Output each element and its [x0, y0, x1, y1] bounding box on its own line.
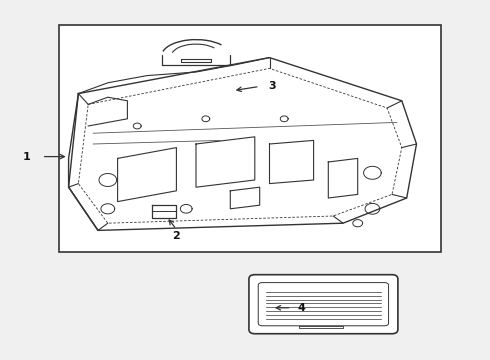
FancyBboxPatch shape	[59, 25, 441, 252]
Text: 1: 1	[23, 152, 31, 162]
Text: 3: 3	[268, 81, 276, 91]
FancyBboxPatch shape	[249, 275, 398, 334]
FancyBboxPatch shape	[258, 283, 389, 326]
Text: 2: 2	[172, 231, 180, 241]
Text: 4: 4	[297, 303, 305, 313]
